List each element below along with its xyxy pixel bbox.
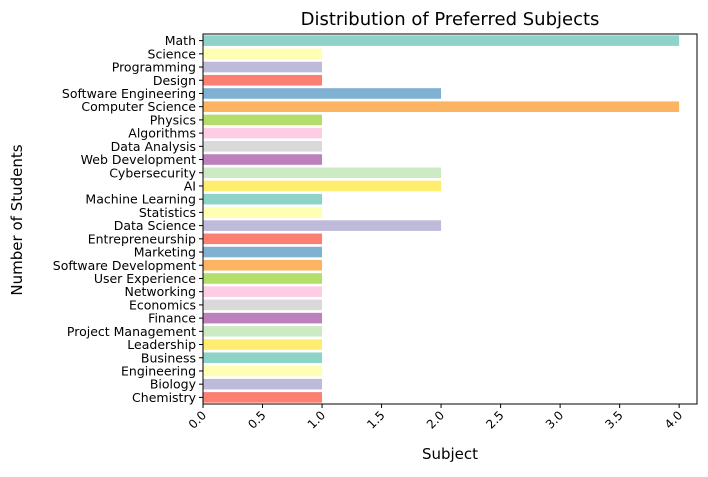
x-tick-label: 3.0 bbox=[543, 408, 566, 431]
y-tick-label: Chemistry bbox=[132, 390, 197, 405]
bar bbox=[203, 233, 323, 245]
bar bbox=[203, 339, 323, 350]
bar bbox=[203, 141, 323, 152]
y-tick-label: Finance bbox=[148, 311, 196, 326]
bar bbox=[203, 326, 323, 337]
y-tick-label: Computer Science bbox=[81, 99, 196, 114]
bar bbox=[203, 220, 442, 231]
y-tick-label: Algorithms bbox=[128, 126, 196, 141]
bar bbox=[203, 74, 323, 86]
x-tick-label: 2.5 bbox=[483, 408, 506, 431]
bar bbox=[203, 392, 323, 403]
y-tick-label: Science bbox=[148, 46, 197, 61]
bar bbox=[203, 180, 442, 192]
x-tick-label: 0.0 bbox=[186, 408, 209, 431]
bar bbox=[203, 88, 442, 99]
y-tick-label: Statistics bbox=[139, 205, 196, 220]
y-tick-label: Software Development bbox=[53, 258, 196, 273]
bar bbox=[203, 154, 323, 165]
bar bbox=[203, 378, 323, 390]
y-tick-label: Engineering bbox=[121, 363, 196, 378]
bar bbox=[203, 127, 323, 139]
bar bbox=[203, 193, 323, 205]
x-tick-label: 4.0 bbox=[662, 408, 685, 431]
y-tick-label: Project Management bbox=[67, 324, 196, 339]
bar bbox=[203, 167, 442, 179]
y-tick-label: Biology bbox=[150, 377, 197, 392]
y-tick-label: Cybersecurity bbox=[109, 165, 196, 180]
chart-title: Distribution of Preferred Subjects bbox=[301, 9, 600, 30]
bar bbox=[203, 246, 323, 258]
bar bbox=[203, 299, 323, 311]
y-tick-label: AI bbox=[184, 178, 196, 193]
x-tick-label: 1.5 bbox=[364, 408, 387, 431]
x-tick-label: 1.0 bbox=[305, 408, 328, 431]
x-axis-label: Subject bbox=[422, 445, 478, 463]
y-tick-label: Web Development bbox=[81, 152, 196, 167]
y-tick-label: Data Analysis bbox=[111, 139, 196, 154]
y-tick-label: Entrepreneurship bbox=[88, 231, 196, 246]
x-tick-label: 3.5 bbox=[602, 408, 625, 431]
bar bbox=[203, 286, 323, 297]
y-tick-label: Physics bbox=[150, 112, 196, 127]
y-tick-label: Economics bbox=[129, 297, 196, 312]
bar bbox=[203, 312, 323, 324]
bar bbox=[203, 35, 680, 46]
bar bbox=[203, 207, 323, 218]
plot-frame bbox=[202, 33, 698, 405]
y-tick-label: Data Science bbox=[114, 218, 197, 233]
y-tick-label: Software Engineering bbox=[62, 86, 196, 101]
y-tick-label: Design bbox=[153, 73, 196, 88]
x-tick-layer: 0.0 0.5 1.0 1.5 2.0 2.5 3.0 3.5 4.0 bbox=[186, 404, 685, 432]
x-tick-label: 0.5 bbox=[245, 408, 268, 431]
bar bbox=[203, 259, 323, 271]
y-tick-label: Machine Learning bbox=[85, 192, 196, 207]
bar bbox=[203, 365, 323, 377]
y-tick-label: Math bbox=[165, 33, 196, 48]
bar bbox=[203, 61, 323, 73]
y-axis-label: Number of Students bbox=[8, 144, 26, 295]
bars-layer bbox=[203, 35, 680, 403]
y-tick-label: User Experience bbox=[94, 271, 196, 286]
x-tick-label: 2.0 bbox=[424, 408, 447, 431]
y-tick-label: Networking bbox=[124, 284, 196, 299]
y-tick-label: Leadership bbox=[127, 337, 196, 352]
bar bbox=[203, 48, 323, 60]
y-tick-label: Business bbox=[141, 350, 196, 365]
bar bbox=[203, 352, 323, 364]
bar bbox=[203, 273, 323, 284]
y-tick-label: Programming bbox=[112, 60, 196, 75]
y-tick-label: Marketing bbox=[134, 245, 196, 260]
bar bbox=[203, 101, 680, 112]
bar bbox=[203, 114, 323, 126]
